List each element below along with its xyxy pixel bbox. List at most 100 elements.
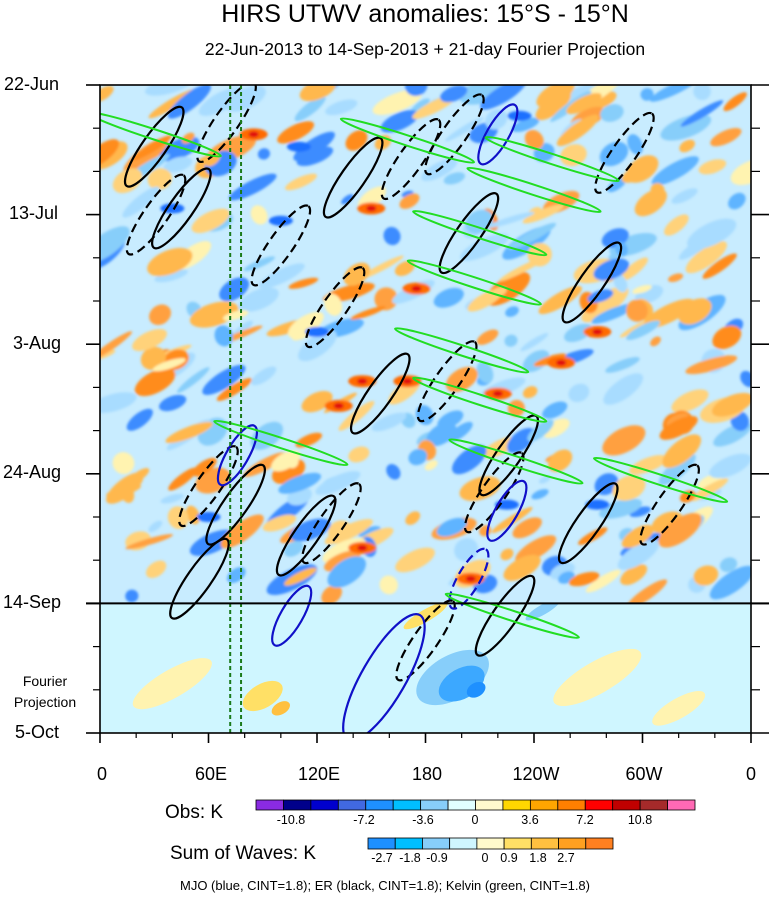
obs-anomaly-patch — [626, 320, 660, 341]
obs-anomaly-patch — [556, 359, 567, 366]
obs-anomaly-patch — [627, 134, 643, 155]
obs-anomaly-patch — [358, 255, 404, 280]
kelvin-contour — [339, 117, 476, 164]
obs-anomaly-patch — [357, 544, 368, 551]
obs-anomaly-patch — [524, 129, 544, 150]
obs-anomaly-patch — [542, 418, 570, 438]
obs-anomaly-patch — [268, 215, 293, 226]
obs-anomaly-patch — [366, 205, 377, 212]
er-contour — [196, 85, 257, 164]
obs-anomaly-patch — [358, 526, 381, 537]
er-contour — [301, 482, 362, 565]
obs-anomaly-patch — [327, 556, 367, 588]
obs-anomaly-patch — [520, 333, 549, 352]
obs-anomaly-patch — [629, 506, 651, 518]
obs-anomaly-patch — [248, 131, 259, 138]
obs-anomaly-patch — [664, 214, 689, 236]
colorbar-swatch — [503, 837, 532, 850]
waves-colorbar — [367, 837, 614, 850]
obs-anomaly-patch — [710, 127, 742, 147]
obs-anomaly-patch — [723, 92, 747, 112]
x-tick-label: 60E — [194, 764, 228, 784]
obs-anomaly-patch — [374, 287, 398, 311]
obs-anomaly-patch — [163, 156, 193, 173]
obs-anomaly-patch — [711, 392, 751, 417]
waves-colorbar-tick: 0 — [481, 851, 489, 865]
er-contour — [123, 105, 185, 188]
obs-anomaly-patch — [591, 303, 635, 324]
obs-anomaly-patch — [168, 467, 198, 491]
waves-colorbar-title: Sum of Waves: K — [170, 843, 317, 864]
obs-anomaly-patch — [159, 394, 187, 412]
obs-anomaly-patch — [568, 571, 600, 587]
colorbar-swatch — [449, 837, 478, 850]
x-tick-label: 120W — [512, 764, 560, 784]
obs-anomaly-patch — [620, 564, 648, 586]
obs-anomaly-patch — [149, 304, 171, 326]
mjo-contour — [342, 613, 426, 733]
obs-anomaly-patch — [130, 468, 150, 483]
obs-anomaly-patch — [512, 517, 542, 539]
obs-anomaly-patch — [290, 518, 331, 542]
obs-anomaly-patch — [605, 357, 640, 373]
obs-anomaly-patch — [160, 493, 184, 504]
mjo-contour — [271, 584, 313, 647]
kelvin-contour — [100, 111, 222, 158]
obs-anomaly-patch — [535, 90, 572, 121]
er-contour — [151, 167, 212, 250]
obs-anomaly-patch — [621, 524, 654, 548]
obs-anomaly-patch — [296, 146, 334, 167]
obs-anomaly-patch — [507, 399, 525, 417]
colorbar-swatch — [476, 837, 505, 850]
kelvin-contour — [592, 456, 729, 504]
y-tick-label: 22-Jun — [4, 74, 60, 94]
obs-anomaly-patch — [740, 370, 751, 388]
obs-anomaly-patch — [271, 450, 301, 472]
x-tick-label: 120E — [297, 764, 341, 784]
colorbar-swatch — [392, 799, 422, 811]
colorbar-swatch — [612, 799, 641, 811]
kelvin-contour — [213, 419, 349, 467]
obs-anomaly-patch — [602, 425, 646, 456]
colorbar-swatch — [283, 799, 312, 811]
er-contour — [557, 482, 619, 565]
obs-anomaly-patch — [383, 226, 401, 246]
colorbar-swatch — [310, 799, 339, 811]
obs-anomaly-patch — [100, 331, 133, 361]
obs-colorbar-tick: -3.6 — [412, 813, 434, 827]
colorbar-swatch — [337, 799, 367, 811]
obs-anomaly-patch — [522, 386, 538, 399]
obs-anomaly-patch — [452, 445, 487, 475]
obs-anomaly-patch — [148, 520, 163, 533]
obs-anomaly-patch — [651, 156, 699, 186]
obs-anomaly-patch — [709, 565, 751, 600]
obs-anomaly-patch — [411, 285, 422, 292]
obs-anomaly-patch — [198, 87, 244, 116]
colorbar-swatch — [558, 837, 587, 850]
obs-anomaly-patch — [585, 569, 621, 593]
obs-anomaly-patch — [122, 186, 160, 218]
obs-anomaly-patch — [140, 346, 167, 370]
colorbar-swatch — [367, 837, 396, 850]
colorbar-swatch — [557, 799, 586, 811]
obs-anomaly-patch — [613, 273, 628, 293]
obs-anomaly-patch — [357, 378, 368, 385]
obs-anomaly-patch — [395, 547, 435, 573]
obs-anomaly-patch — [125, 534, 173, 550]
obs-anomaly-patch — [668, 273, 684, 283]
kelvin-contour — [412, 376, 548, 423]
obs-anomaly-patch — [494, 499, 519, 510]
obs-anomaly-patch — [277, 121, 315, 144]
obs-anomaly-patch — [350, 306, 386, 320]
y-tick-label: 13-Jul — [9, 203, 59, 223]
obs-anomaly-patch — [214, 325, 233, 347]
er-contour — [639, 463, 700, 546]
obs-anomaly-patch — [607, 177, 627, 193]
projection-anomaly-patch — [466, 681, 486, 698]
er-contour — [463, 451, 525, 534]
obs-anomaly-patch — [181, 132, 195, 144]
obs-anomaly-patch — [527, 206, 542, 220]
obs-anomaly-patch — [507, 110, 532, 121]
obs-anomaly-patch — [145, 85, 193, 96]
colorbar-swatch — [585, 837, 614, 850]
